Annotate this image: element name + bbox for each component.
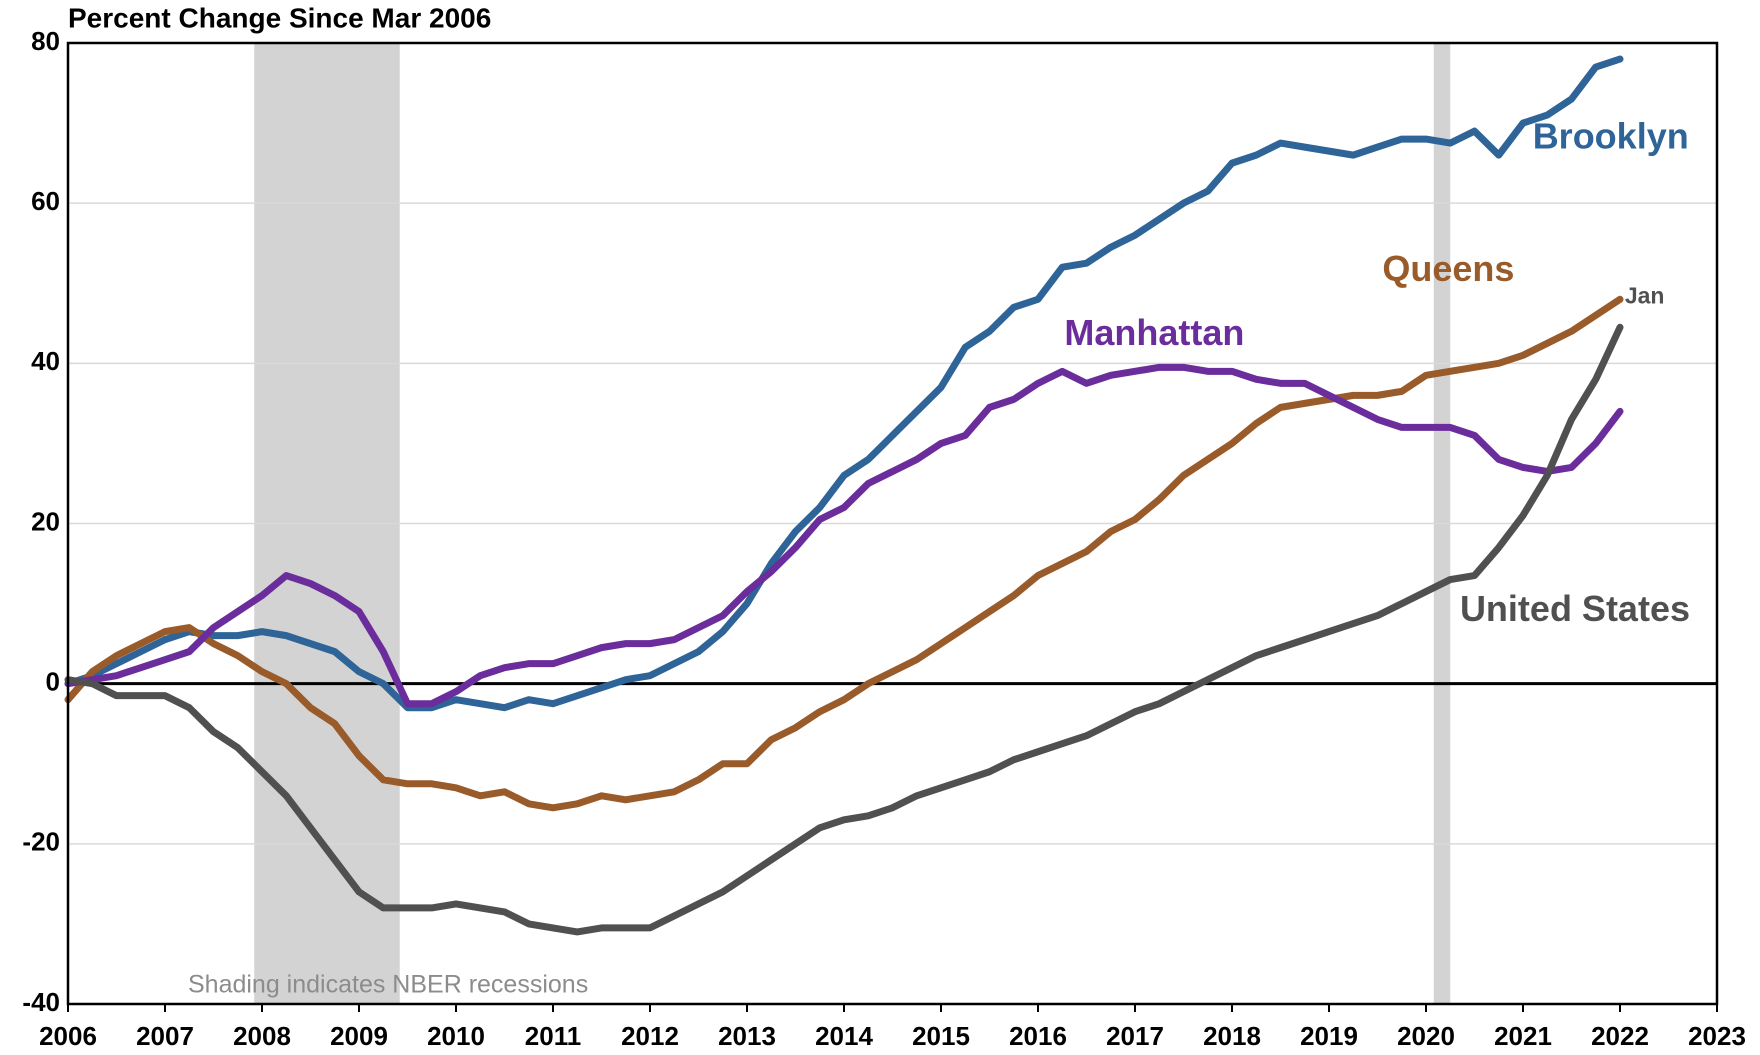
- y-tick-label: -40: [22, 987, 60, 1017]
- x-tick-label: 2006: [39, 1021, 97, 1051]
- recession-note: Shading indicates NBER recessions: [188, 971, 588, 999]
- y-tick-label: 80: [31, 26, 60, 56]
- x-tick-label: 2010: [427, 1021, 485, 1051]
- plot-frame: [66, 41, 1719, 1006]
- x-tick-label: 2014: [815, 1021, 873, 1051]
- y-tick-label: 0: [46, 667, 60, 697]
- y-tick-label: 60: [31, 186, 60, 216]
- y-tick-label: -20: [22, 827, 60, 857]
- x-tick-label: 2022: [1591, 1021, 1649, 1051]
- chart-title: Percent Change Since Mar 2006: [68, 2, 491, 33]
- series-label: United States: [1460, 588, 1690, 629]
- x-tick-label: 2007: [136, 1021, 194, 1051]
- x-tick-label: 2016: [1009, 1021, 1067, 1051]
- x-tick-label: 2015: [912, 1021, 970, 1051]
- x-tick-label: 2023: [1688, 1021, 1746, 1051]
- x-tick-label: 2011: [525, 1021, 581, 1051]
- x-tick-label: 2012: [621, 1021, 679, 1051]
- x-tick-label: 2008: [233, 1021, 291, 1051]
- series-line: [64, 323, 1624, 936]
- series-line: [64, 55, 1624, 712]
- series-label: Queens: [1382, 248, 1514, 289]
- series-label: Brooklyn: [1533, 116, 1689, 157]
- x-tick-label: 2013: [718, 1021, 776, 1051]
- x-tick-label: 2021: [1494, 1021, 1552, 1051]
- x-tick-label: 2018: [1203, 1021, 1261, 1051]
- x-tick-label: 2009: [330, 1021, 388, 1051]
- x-tick-label: 2020: [1397, 1021, 1455, 1051]
- y-tick-label: 20: [31, 506, 60, 536]
- series-label: Manhattan: [1064, 312, 1244, 353]
- end-label: Jan: [1625, 283, 1665, 309]
- series-line: [64, 363, 1624, 708]
- x-tick-label: 2019: [1300, 1021, 1358, 1051]
- x-tick-label: 2017: [1106, 1021, 1164, 1051]
- series-line: [64, 295, 1624, 812]
- y-tick-label: 40: [31, 346, 60, 376]
